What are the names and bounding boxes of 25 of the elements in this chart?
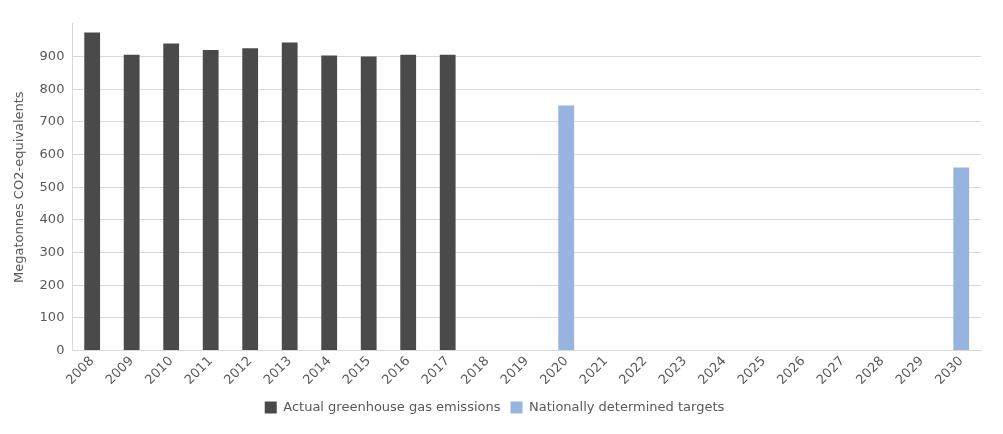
bar xyxy=(202,49,219,351)
y-tick-label: 900 xyxy=(39,47,65,63)
y-tick-label: 300 xyxy=(39,243,65,259)
bar xyxy=(558,105,575,351)
y-tick-label: 400 xyxy=(39,211,65,227)
bar xyxy=(321,55,338,351)
legend-label: Nationally determined targets xyxy=(529,398,725,414)
bar xyxy=(360,56,377,351)
bar xyxy=(439,54,456,351)
bar xyxy=(84,32,101,351)
bar xyxy=(242,48,259,351)
y-tick-label: 800 xyxy=(39,80,65,96)
bar xyxy=(281,42,298,351)
legend-label: Actual greenhouse gas emissions xyxy=(283,398,501,414)
y-tick-label: 200 xyxy=(39,276,65,292)
y-tick-label: 700 xyxy=(39,113,65,129)
y-tick-label: 0 xyxy=(56,341,65,357)
y-axis-title: Megatonnes CO2-equivalents xyxy=(11,91,27,283)
bar xyxy=(953,167,970,351)
bar xyxy=(123,54,140,351)
y-tick-label: 500 xyxy=(39,178,65,194)
bar xyxy=(163,43,180,351)
y-tick-label: 100 xyxy=(39,309,65,325)
y-tick-label: 600 xyxy=(39,145,65,161)
bar xyxy=(400,54,417,351)
